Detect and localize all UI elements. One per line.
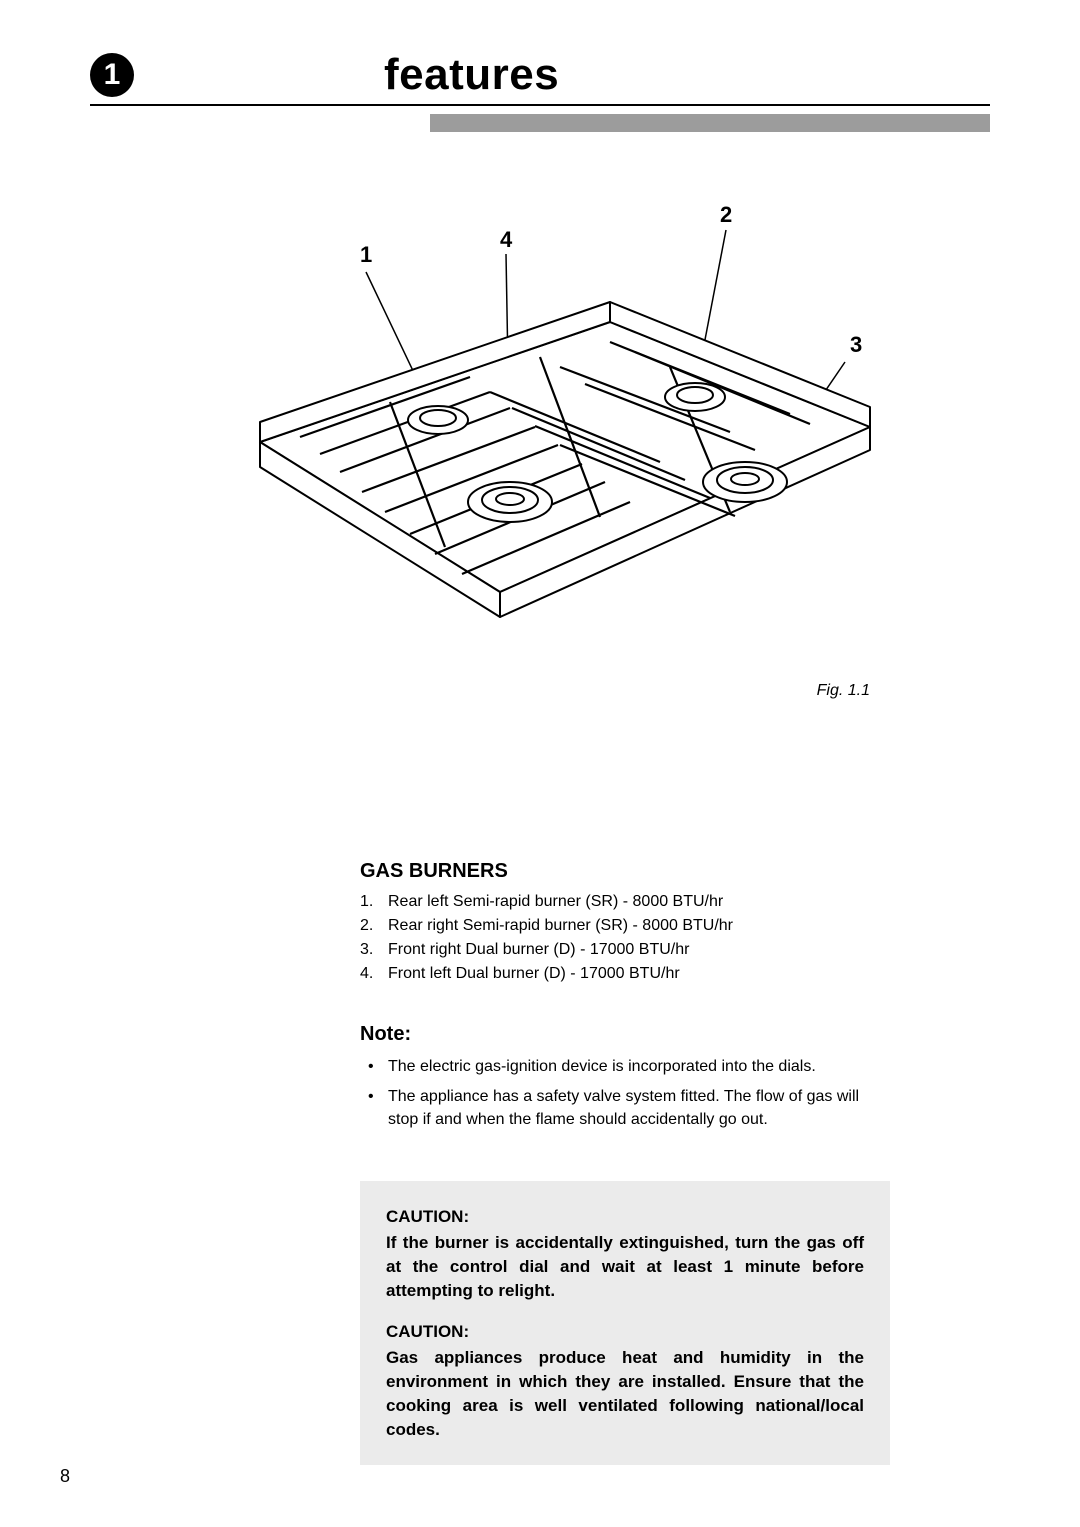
callout-label-2: 2	[720, 202, 732, 227]
caution-label: CAUTION:	[386, 1320, 864, 1344]
note-list: The electric gas-ignition device is inco…	[360, 1056, 890, 1131]
section-title: features	[384, 50, 559, 100]
caution-box: CAUTION: If the burner is accidentally e…	[360, 1181, 890, 1465]
list-item: 1.Rear left Semi-rapid burner (SR) - 800…	[360, 893, 890, 911]
burner-list: 1.Rear left Semi-rapid burner (SR) - 800…	[360, 893, 890, 983]
list-item: 4.Front left Dual burner (D) - 17000 BTU…	[360, 965, 890, 983]
callout-label-3: 3	[850, 332, 862, 357]
section-number: 1	[104, 58, 121, 92]
callout-label-1: 1	[360, 242, 372, 267]
gas-burners-heading: GAS BURNERS	[360, 860, 890, 883]
list-item: The appliance has a safety valve system …	[388, 1086, 890, 1131]
page-number: 8	[60, 1466, 70, 1487]
list-item: The electric gas-ignition device is inco…	[388, 1056, 890, 1078]
section-header: 1 features	[90, 50, 990, 106]
caution-text: Gas appliances produce heat and humidity…	[386, 1346, 864, 1441]
caution-text: If the burner is accidentally extinguish…	[386, 1231, 864, 1302]
cooktop-figure: 1 4 2 3	[90, 192, 990, 672]
callout-label-4: 4	[500, 227, 513, 252]
note-heading: Note:	[360, 1023, 890, 1046]
caution-label: CAUTION:	[386, 1205, 864, 1229]
figure-caption: Fig. 1.1	[90, 682, 870, 700]
section-number-badge: 1	[90, 53, 134, 97]
list-item: 3.Front right Dual burner (D) - 17000 BT…	[360, 941, 890, 959]
cooktop-diagram-svg: 1 4 2 3	[190, 192, 890, 672]
header-grey-bar	[430, 114, 990, 132]
content-block: GAS BURNERS 1.Rear left Semi-rapid burne…	[360, 860, 890, 1465]
list-item: 2.Rear right Semi-rapid burner (SR) - 80…	[360, 917, 890, 935]
